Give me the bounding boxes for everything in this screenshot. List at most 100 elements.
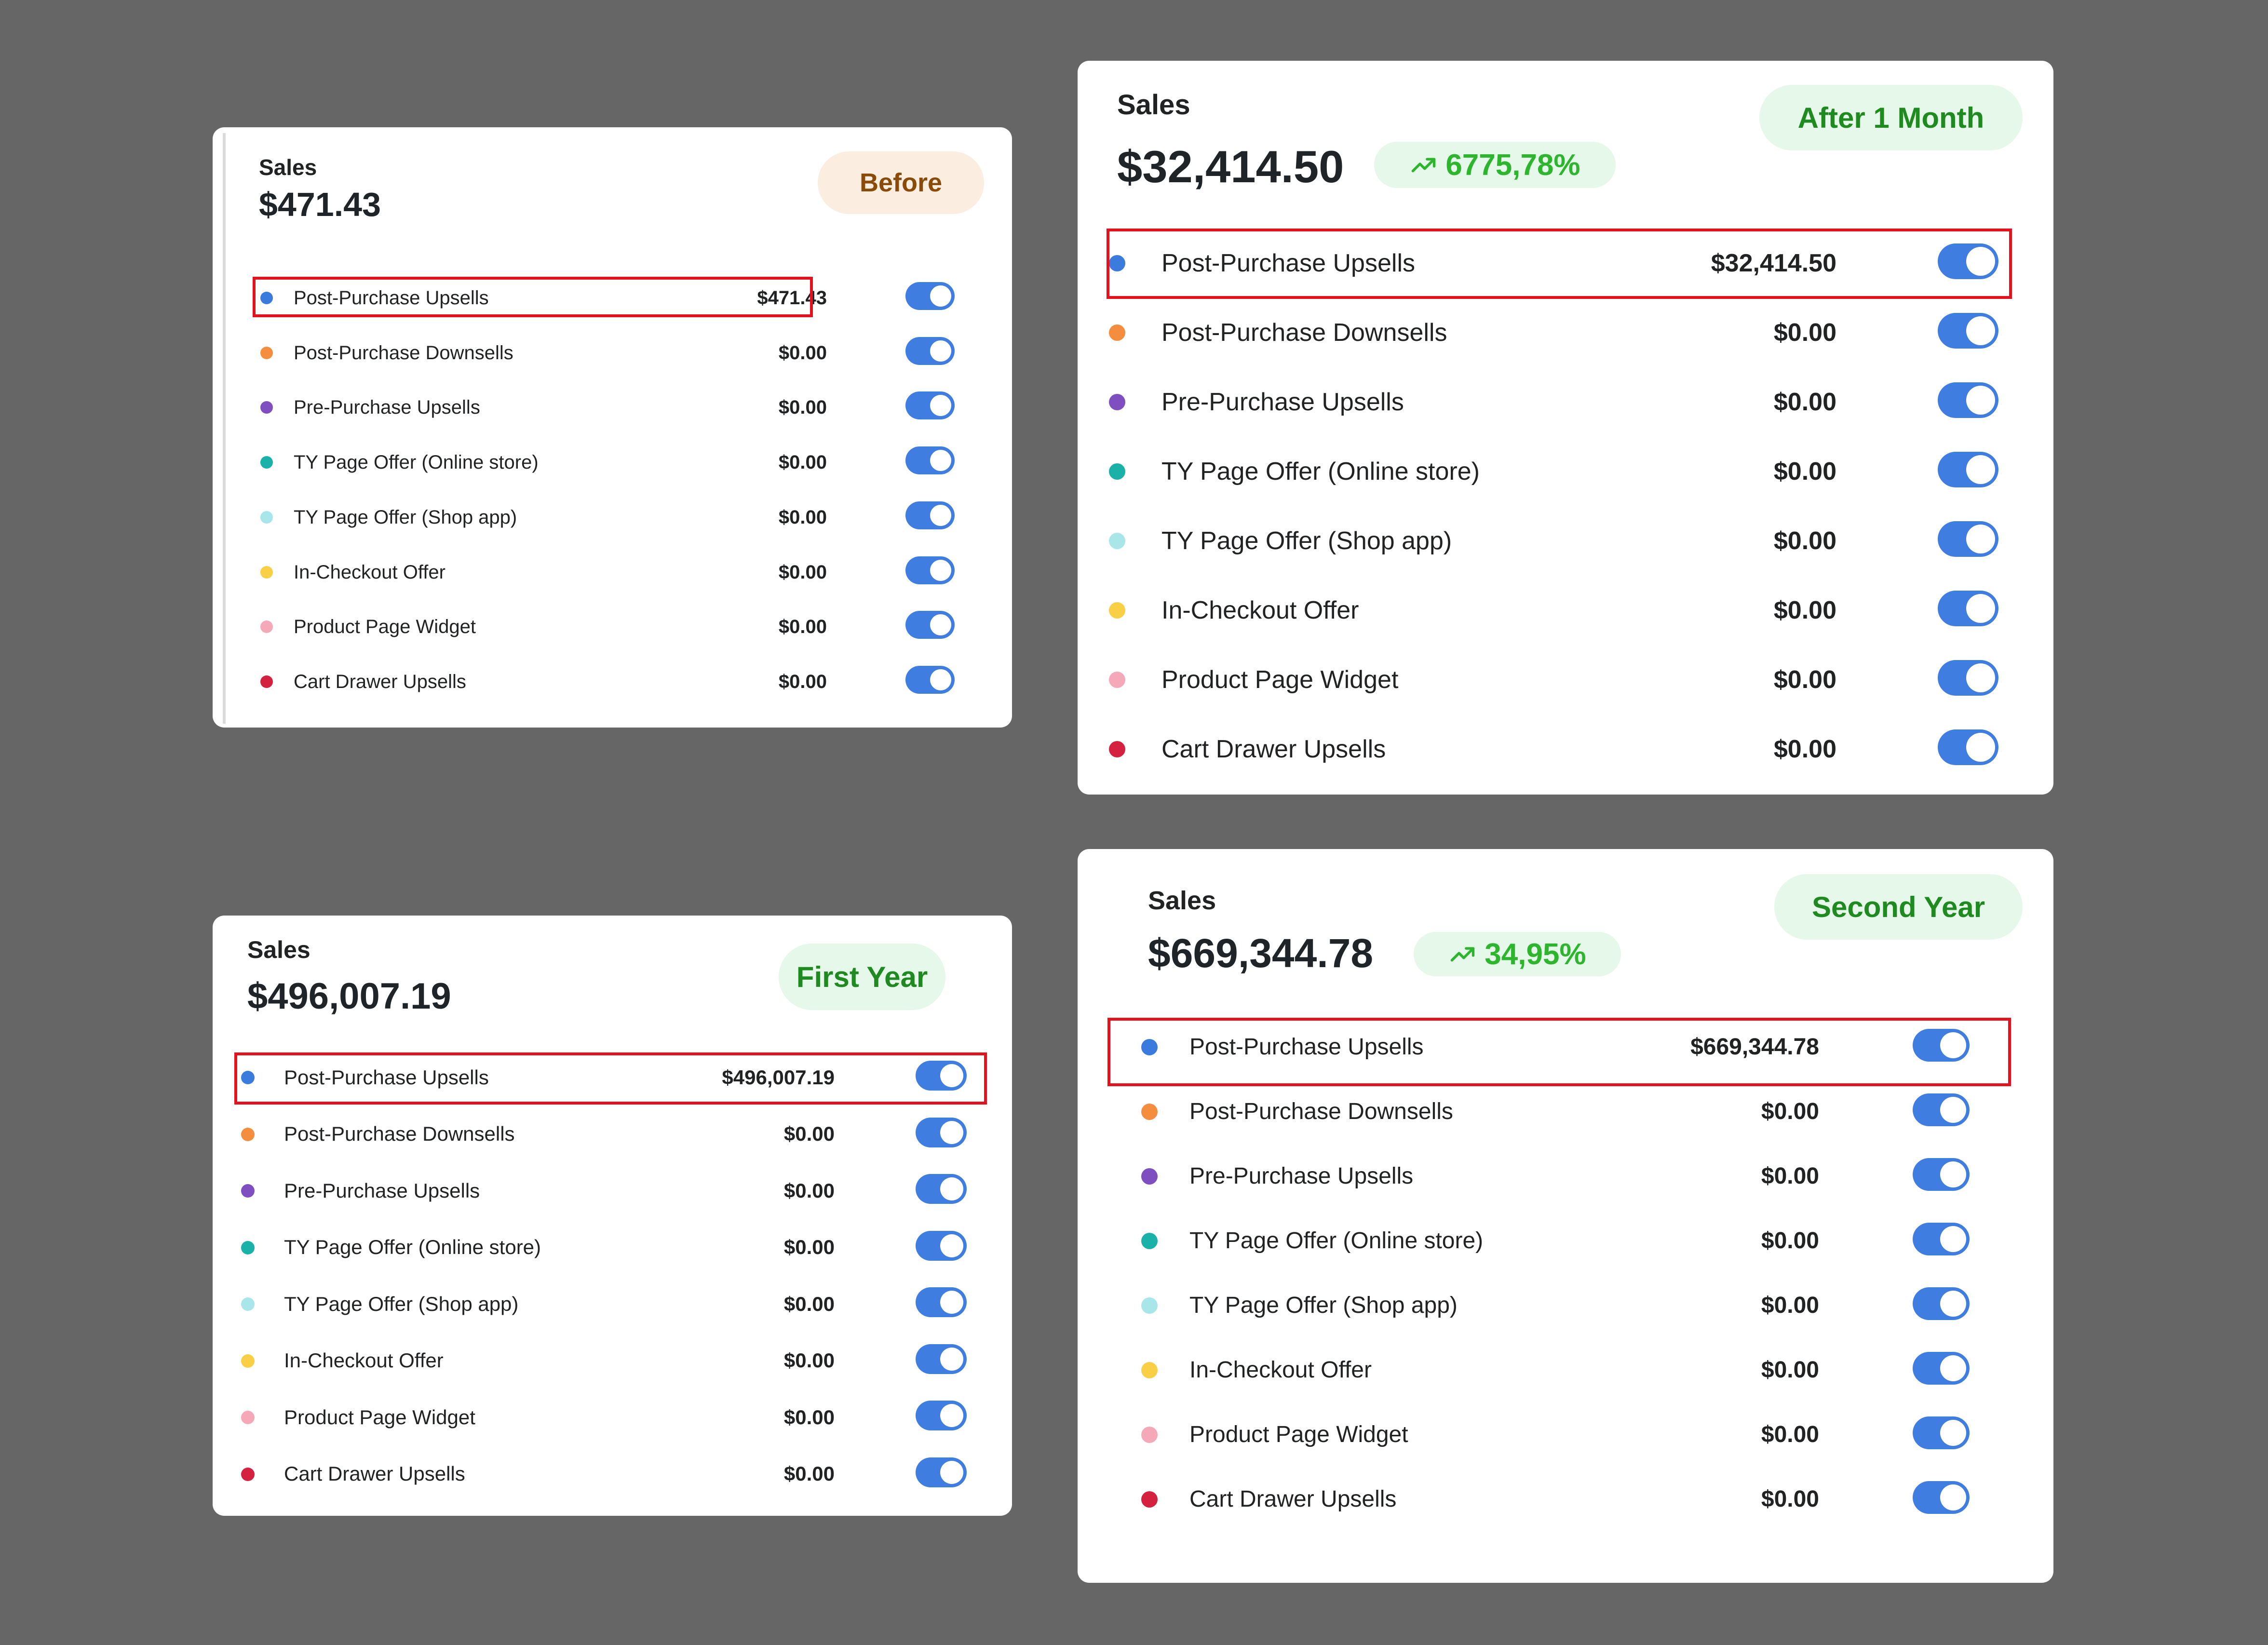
channel-row-in-checkout-offer-label: In-Checkout Offer <box>1161 596 1359 624</box>
channel-row-ty-page-offer-online-store-toggle[interactable] <box>1938 452 1998 487</box>
sales-card-first-year: Sales $496,007.19 First Year Post-Purchase … <box>213 916 1012 1516</box>
channel-row-post-purchase-upsells-toggle[interactable] <box>1938 243 1998 279</box>
channel-row-cart-drawer-upsells-toggle[interactable] <box>916 1457 967 1487</box>
channel-row-pre-purchase-upsells-value: $0.00 <box>778 397 827 418</box>
channel-row-post-purchase-upsells-toggle[interactable] <box>1913 1029 1970 1062</box>
channel-row-post-purchase-upsells-value: $32,414.50 <box>1711 249 1836 277</box>
channel-row-ty-page-offer-shop-app-toggle[interactable] <box>1938 521 1998 557</box>
channel-row-cart-drawer-upsells-label: Cart Drawer Upsells <box>284 1462 465 1485</box>
channel-row-post-purchase-upsells-label: Post-Purchase Upsells <box>1161 249 1415 277</box>
channel-color-dot <box>1141 1039 1158 1055</box>
growth-value: 6775,78% <box>1445 148 1580 182</box>
channel-row-in-checkout-offer-toggle[interactable] <box>916 1344 967 1374</box>
channel-row-in-checkout-offer-value: $0.00 <box>1773 596 1836 624</box>
channel-row-pre-purchase-upsells-label: Pre-Purchase Upsells <box>1161 388 1404 416</box>
toggle-knob <box>940 1120 963 1144</box>
channel-row-pre-purchase-upsells-value: $0.00 <box>783 1179 835 1202</box>
channel-row-in-checkout-offer-label: In-Checkout Offer <box>284 1349 444 1372</box>
highlight-box <box>234 1052 987 1105</box>
channel-row-product-page-widget-value: $0.00 <box>778 616 827 638</box>
channel-row-cart-drawer-upsells-label: Cart Drawer Upsells <box>294 671 466 692</box>
channel-color-dot <box>1109 602 1125 619</box>
toggle-knob <box>930 450 951 472</box>
channel-row-post-purchase-downsells-label: Post-Purchase Downsells <box>1161 318 1447 347</box>
channel-row-in-checkout-offer-toggle[interactable] <box>905 556 955 584</box>
toggle-knob <box>1966 247 1995 276</box>
sales-total: $32,414.50 <box>1117 141 1344 192</box>
toggle-knob <box>930 395 951 417</box>
toggle-knob <box>940 1291 963 1314</box>
channel-row-cart-drawer-upsells-toggle[interactable] <box>1938 729 1998 765</box>
channel-row-ty-page-offer-shop-app-toggle[interactable] <box>916 1287 967 1317</box>
sales-card-second-year: Sales $669,344.78 Second Year 34,95% Post-Pu… <box>1078 849 2053 1583</box>
sales-total: $496,007.19 <box>247 976 451 1017</box>
channel-row-product-page-widget-value: $0.00 <box>1761 1422 1819 1448</box>
trending-up-icon <box>1448 940 1477 969</box>
channel-row-product-page-widget-toggle[interactable] <box>905 611 955 639</box>
channel-color-dot <box>1109 533 1125 549</box>
channel-row-in-checkout-offer-toggle[interactable] <box>1913 1352 1970 1385</box>
sales-card-after-1-month: Sales $32,414.50 After 1 Month 6775,78% Post… <box>1078 61 2053 795</box>
channel-row-product-page-widget-toggle[interactable] <box>1913 1416 1970 1449</box>
channel-row-post-purchase-upsells-label: Post-Purchase Upsells <box>1189 1034 1424 1060</box>
channel-row-post-purchase-downsells-toggle[interactable] <box>1938 313 1998 349</box>
channel-row-post-purchase-downsells-label: Post-Purchase Downsells <box>284 1122 515 1146</box>
channel-row-ty-page-offer-online-store-toggle[interactable] <box>1913 1223 1970 1255</box>
sales-label: Sales <box>1117 89 1190 121</box>
toggle-knob <box>1966 525 1995 553</box>
channel-row-product-page-widget-toggle[interactable] <box>916 1401 967 1430</box>
channel-row-ty-page-offer-shop-app-label: TY Page Offer (Shop app) <box>284 1292 519 1315</box>
channel-row-post-purchase-upsells-toggle[interactable] <box>905 282 955 310</box>
channel-color-dot <box>1109 255 1125 271</box>
channel-color-dot <box>260 566 273 579</box>
channel-color-dot <box>241 1127 255 1141</box>
toggle-knob <box>930 669 951 690</box>
channel-color-dot <box>260 292 273 304</box>
channel-color-dot <box>241 1240 255 1254</box>
channel-row-pre-purchase-upsells-toggle[interactable] <box>905 391 955 420</box>
period-badge: Before <box>818 151 984 214</box>
trending-up-icon <box>1409 151 1438 179</box>
channel-row-cart-drawer-upsells-toggle[interactable] <box>1913 1481 1970 1514</box>
channel-row-post-purchase-downsells-value: $0.00 <box>1761 1099 1819 1125</box>
channel-row-post-purchase-downsells-toggle[interactable] <box>916 1117 967 1147</box>
channel-row-in-checkout-offer-toggle[interactable] <box>1938 591 1998 626</box>
channel-color-dot <box>241 1411 255 1424</box>
toggle-knob <box>1966 663 1995 692</box>
channel-color-dot <box>1109 741 1125 757</box>
channel-row-pre-purchase-upsells-toggle[interactable] <box>1913 1158 1970 1191</box>
channel-row-post-purchase-downsells-toggle[interactable] <box>1913 1093 1970 1126</box>
channel-row-cart-drawer-upsells-toggle[interactable] <box>905 665 955 694</box>
highlight-box <box>1107 1018 2011 1086</box>
toggle-knob <box>1966 386 1995 415</box>
channel-row-post-purchase-upsells-label: Post-Purchase Upsells <box>294 287 489 309</box>
channel-row-ty-page-offer-shop-app-toggle[interactable] <box>905 501 955 529</box>
channel-color-dot <box>241 1354 255 1368</box>
channel-row-pre-purchase-upsells-toggle[interactable] <box>1938 382 1998 418</box>
channel-row-cart-drawer-upsells-value: $0.00 <box>778 671 827 692</box>
sales-total: $669,344.78 <box>1148 930 1374 976</box>
channel-row-ty-page-offer-online-store-label: TY Page Offer (Online store) <box>1161 457 1480 485</box>
toggle-knob <box>940 1064 963 1087</box>
channel-row-pre-purchase-upsells-label: Pre-Purchase Upsells <box>284 1179 480 1202</box>
channel-color-dot <box>1109 463 1125 480</box>
channel-row-post-purchase-upsells-toggle[interactable] <box>916 1061 967 1091</box>
channel-row-post-purchase-downsells-value: $0.00 <box>1773 318 1836 347</box>
toggle-knob <box>940 1347 963 1371</box>
channel-row-cart-drawer-upsells-value: $0.00 <box>783 1462 835 1485</box>
channel-row-post-purchase-downsells-toggle[interactable] <box>905 337 955 365</box>
channel-row-ty-page-offer-online-store-toggle[interactable] <box>905 446 955 475</box>
channel-color-dot <box>1141 1104 1158 1120</box>
channel-color-dot <box>1141 1362 1158 1378</box>
channel-row-product-page-widget-toggle[interactable] <box>1938 660 1998 696</box>
channel-row-ty-page-offer-shop-app-label: TY Page Offer (Shop app) <box>294 506 517 528</box>
channel-row-ty-page-offer-shop-app-label: TY Page Offer (Shop app) <box>1189 1293 1458 1319</box>
sales-total: $471.43 <box>259 186 381 223</box>
channel-row-ty-page-offer-online-store-label: TY Page Offer (Online store) <box>284 1236 541 1259</box>
channel-row-ty-page-offer-online-store-toggle[interactable] <box>916 1230 967 1261</box>
channel-row-cart-drawer-upsells-label: Cart Drawer Upsells <box>1161 735 1386 763</box>
channel-row-pre-purchase-upsells-toggle[interactable] <box>916 1174 967 1204</box>
toggle-knob <box>940 1404 963 1427</box>
channel-row-ty-page-offer-shop-app-toggle[interactable] <box>1913 1287 1970 1320</box>
toggle-knob <box>1940 1355 1966 1381</box>
